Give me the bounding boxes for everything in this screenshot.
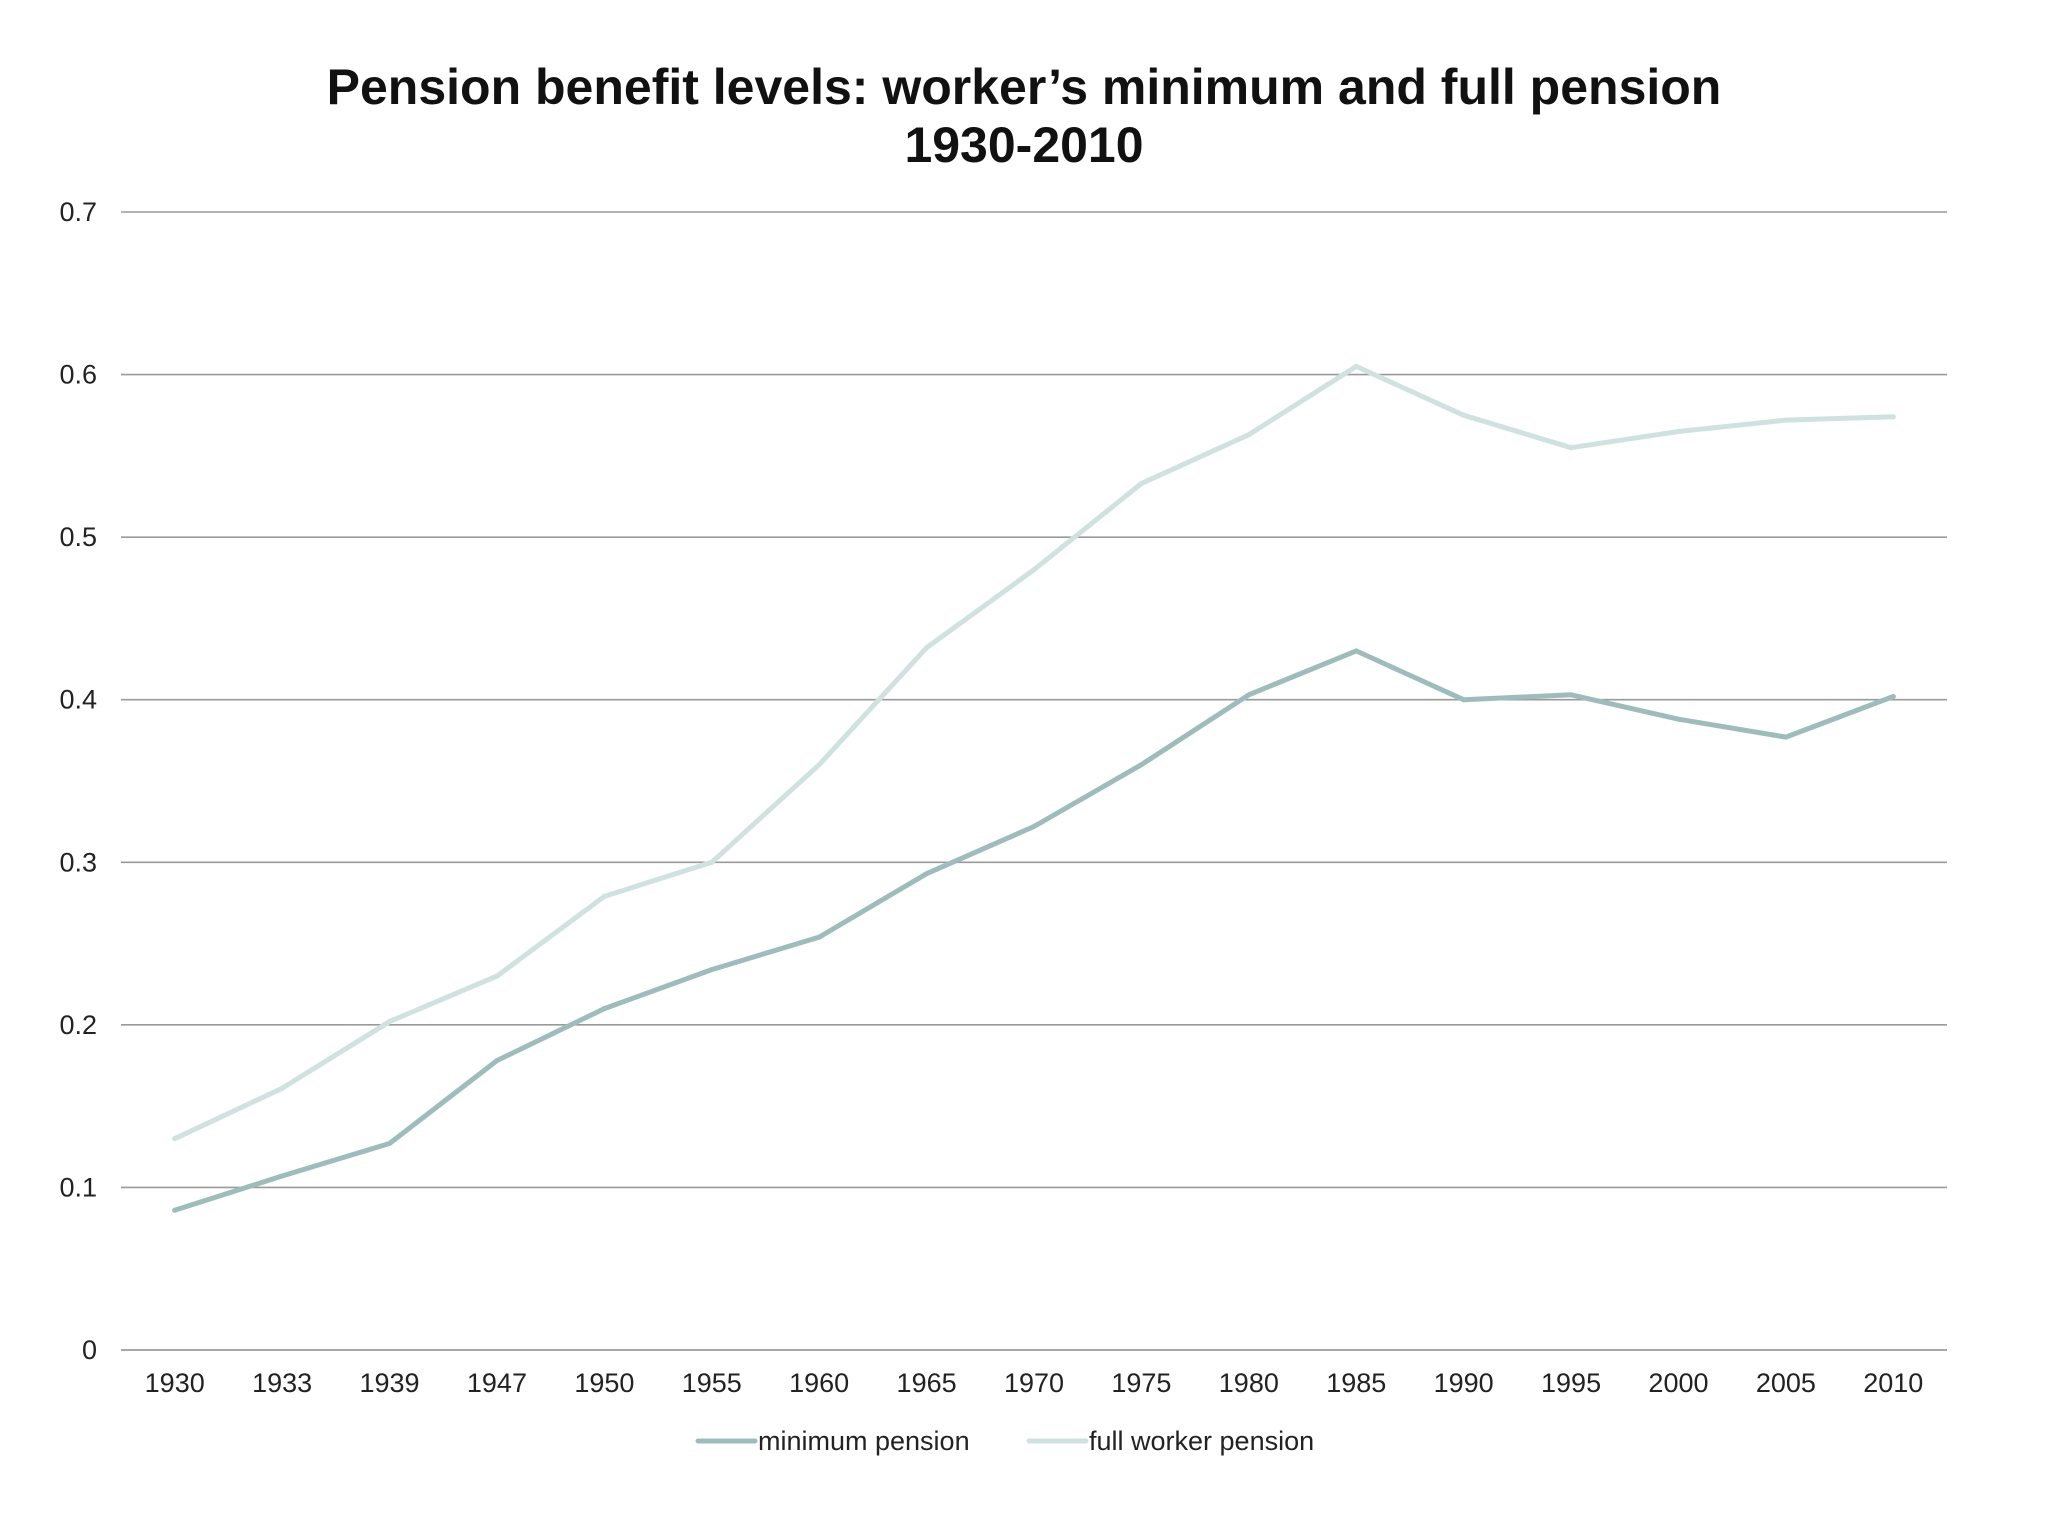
y-tick-label: 0.4 bbox=[59, 685, 97, 715]
data-point bbox=[1031, 824, 1037, 830]
data-point bbox=[1138, 762, 1144, 768]
x-tick-label: 2000 bbox=[1648, 1368, 1708, 1398]
x-tick-label: 1980 bbox=[1219, 1368, 1279, 1398]
gridlines bbox=[121, 211, 1947, 1351]
x-tick-label: 1965 bbox=[897, 1368, 957, 1398]
x-tick-label: 1955 bbox=[682, 1368, 742, 1398]
data-point bbox=[924, 645, 930, 651]
x-tick-label: 2005 bbox=[1756, 1368, 1816, 1398]
x-tick-label: 1985 bbox=[1326, 1368, 1386, 1398]
y-tick-label: 0.6 bbox=[59, 360, 97, 390]
series-line-full-worker-pension bbox=[172, 363, 1896, 1142]
data-point bbox=[1031, 567, 1037, 573]
data-point bbox=[924, 871, 930, 877]
data-point bbox=[279, 1173, 285, 1179]
data-point bbox=[1783, 734, 1789, 740]
data-point bbox=[1568, 692, 1574, 698]
data-point bbox=[816, 762, 822, 768]
chart-title-line: Pension benefit levels: worker’s minimum… bbox=[326, 59, 1722, 115]
data-point bbox=[387, 1019, 393, 1025]
data-point bbox=[1461, 697, 1467, 703]
data-point bbox=[1353, 648, 1359, 654]
legend: minimum pension full worker pension bbox=[695, 1426, 1314, 1456]
x-tick-label: 1947 bbox=[467, 1368, 527, 1398]
data-point bbox=[172, 1136, 178, 1142]
data-point bbox=[1461, 412, 1467, 418]
data-point bbox=[279, 1085, 285, 1091]
data-point bbox=[709, 859, 715, 865]
x-tick-label: 1950 bbox=[574, 1368, 634, 1398]
y-tick-label: 0.2 bbox=[59, 1010, 97, 1040]
y-tick-label: 0.1 bbox=[59, 1172, 97, 1202]
x-axis: 1930 1933 1939 1947 1950 1955 1960 1965 1970 1975… bbox=[145, 1368, 1924, 1398]
data-point bbox=[1138, 480, 1144, 486]
y-tick-label: 0.3 bbox=[59, 847, 97, 877]
data-point bbox=[816, 934, 822, 940]
y-tick-label: 0.5 bbox=[59, 522, 97, 552]
x-tick-label: 1933 bbox=[252, 1368, 312, 1398]
y-tick-label: 0.7 bbox=[59, 197, 97, 227]
x-tick-label: 1960 bbox=[789, 1368, 849, 1398]
data-point bbox=[601, 893, 607, 899]
chart-subtitle: 1930-2010 bbox=[904, 117, 1144, 173]
x-tick-label: 1970 bbox=[1004, 1368, 1064, 1398]
y-axis: 0 0.1 0.2 0.3 0.4 0.5 0.6 0.7 bbox=[59, 197, 97, 1365]
data-point bbox=[1246, 432, 1252, 438]
series-line-minimum-pension bbox=[172, 648, 1896, 1213]
data-point bbox=[1890, 414, 1896, 420]
data-point bbox=[709, 967, 715, 973]
x-tick-label: 1975 bbox=[1111, 1368, 1171, 1398]
data-point bbox=[494, 973, 500, 979]
data-point bbox=[601, 1006, 607, 1012]
data-point bbox=[1890, 693, 1896, 699]
data-point bbox=[1353, 363, 1359, 369]
data-point bbox=[1675, 716, 1681, 722]
data-point bbox=[494, 1058, 500, 1064]
x-tick-label: 2010 bbox=[1863, 1368, 1923, 1398]
y-tick-label: 0 bbox=[82, 1335, 97, 1365]
data-point bbox=[1568, 445, 1574, 451]
data-point bbox=[1783, 417, 1789, 423]
data-point bbox=[172, 1207, 178, 1213]
data-point bbox=[1246, 692, 1252, 698]
data-point bbox=[387, 1141, 393, 1147]
x-tick-label: 1990 bbox=[1434, 1368, 1494, 1398]
x-tick-label: 1930 bbox=[145, 1368, 205, 1398]
data-point bbox=[1675, 428, 1681, 434]
legend-label: minimum pension bbox=[758, 1426, 970, 1456]
x-tick-label: 1939 bbox=[359, 1368, 419, 1398]
legend-label: full worker pension bbox=[1089, 1426, 1314, 1456]
chart-title: Pension benefit levels: worker’s minimum… bbox=[0, 58, 2048, 174]
x-tick-label: 1995 bbox=[1541, 1368, 1601, 1398]
series-lines bbox=[172, 363, 1896, 1213]
